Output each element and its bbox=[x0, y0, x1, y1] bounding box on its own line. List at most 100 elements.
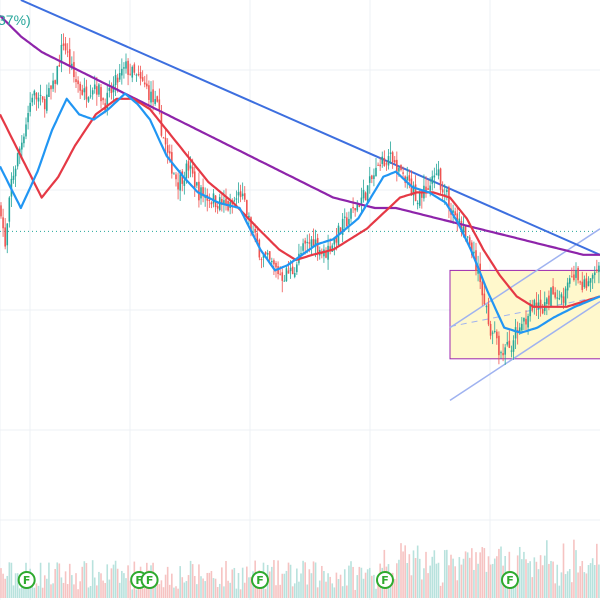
volume-bar bbox=[525, 559, 527, 598]
candle-body bbox=[252, 231, 254, 233]
volume-bar bbox=[248, 577, 250, 598]
volume-bar bbox=[443, 550, 446, 598]
candle-body bbox=[293, 273, 296, 277]
candle-body bbox=[418, 193, 421, 206]
candle-body bbox=[33, 90, 36, 96]
candle-body bbox=[316, 237, 319, 253]
candle-body bbox=[379, 164, 381, 167]
candle-body bbox=[556, 297, 559, 299]
volume-bar bbox=[283, 573, 286, 598]
volume-bar bbox=[143, 583, 146, 598]
volume-bar bbox=[337, 579, 340, 598]
volume-bar bbox=[177, 588, 179, 598]
volume-bar bbox=[296, 568, 298, 598]
candle-body bbox=[173, 173, 175, 175]
volume-bar bbox=[418, 558, 421, 598]
volume-bar bbox=[279, 584, 281, 598]
volume-bar bbox=[352, 566, 354, 598]
candle-body bbox=[421, 192, 423, 198]
candle-body bbox=[585, 278, 588, 289]
candle-body bbox=[398, 167, 400, 172]
volume-bar bbox=[137, 580, 140, 598]
volume-bar bbox=[260, 580, 263, 598]
volume-bar bbox=[108, 579, 111, 598]
range-box[interactable] bbox=[449, 269, 600, 360]
candle-body bbox=[362, 189, 365, 199]
volume-bar bbox=[377, 582, 379, 598]
volume-bar bbox=[162, 587, 165, 598]
volume-bar bbox=[204, 581, 206, 598]
volume-bar bbox=[48, 562, 50, 598]
candle-body bbox=[187, 161, 190, 171]
candle-body bbox=[110, 88, 113, 94]
candle-body bbox=[531, 304, 534, 311]
candle-body bbox=[39, 94, 42, 96]
candle-body bbox=[508, 340, 511, 348]
candle-body bbox=[296, 264, 298, 273]
candle-body bbox=[21, 142, 23, 150]
candle-body bbox=[352, 206, 354, 209]
candle-body bbox=[16, 153, 19, 167]
candle-body bbox=[8, 197, 11, 222]
candle-body bbox=[446, 189, 448, 192]
volume-bar bbox=[33, 587, 36, 598]
volume-bar bbox=[454, 566, 456, 598]
candle-body bbox=[216, 206, 219, 209]
volume-bar bbox=[289, 564, 292, 598]
ma-fast-line bbox=[0, 92, 600, 334]
volume-bar bbox=[496, 556, 498, 598]
volume-bar bbox=[598, 564, 600, 598]
volume-bar bbox=[73, 584, 75, 598]
candle-body bbox=[264, 251, 267, 255]
volume-bar bbox=[348, 565, 350, 598]
candle-body bbox=[466, 236, 469, 238]
volume-bar bbox=[77, 589, 79, 598]
volume-bar bbox=[85, 563, 88, 598]
volume-bar bbox=[154, 586, 156, 598]
candle-body bbox=[118, 72, 121, 80]
candle-body bbox=[54, 80, 56, 84]
volume-bar bbox=[341, 586, 344, 598]
volume-bar bbox=[404, 545, 406, 598]
candle-body bbox=[175, 174, 177, 180]
candle-body bbox=[481, 281, 484, 296]
parallel-channel[interactable] bbox=[449, 228, 600, 402]
volume-bar bbox=[510, 580, 513, 598]
volume-bar bbox=[229, 582, 231, 598]
candle-body bbox=[287, 270, 290, 274]
volume-bar bbox=[537, 569, 540, 598]
candle-body bbox=[2, 217, 4, 229]
candle-body bbox=[591, 275, 594, 279]
volume-bar bbox=[589, 563, 592, 598]
volume-bar bbox=[300, 573, 302, 598]
volume-bar bbox=[548, 563, 550, 598]
volume-bar bbox=[356, 575, 359, 598]
candle-body bbox=[208, 200, 211, 202]
candle-body bbox=[283, 280, 286, 282]
volume-bar bbox=[489, 564, 492, 598]
candle-body bbox=[425, 186, 427, 191]
candle-body bbox=[514, 327, 517, 339]
volume-bar bbox=[423, 568, 425, 598]
candle-body bbox=[510, 350, 513, 352]
volume-bar bbox=[479, 552, 481, 598]
volume-bar bbox=[141, 588, 144, 598]
volume-bar bbox=[191, 564, 194, 598]
candle-body bbox=[596, 269, 598, 271]
candle-body bbox=[14, 168, 17, 177]
volume-bar bbox=[183, 582, 186, 598]
trendline[interactable] bbox=[20, 0, 600, 256]
volume-bar bbox=[304, 562, 306, 598]
candle-body bbox=[246, 200, 248, 216]
candle-body bbox=[493, 330, 496, 332]
candle-body bbox=[496, 331, 498, 339]
volume-bar bbox=[596, 543, 598, 598]
candle-body bbox=[408, 175, 411, 181]
candle-body bbox=[327, 245, 329, 260]
volume-bar bbox=[439, 585, 442, 598]
volume-bar bbox=[308, 569, 311, 598]
volume-bar bbox=[179, 566, 181, 598]
candle-body bbox=[141, 77, 144, 81]
